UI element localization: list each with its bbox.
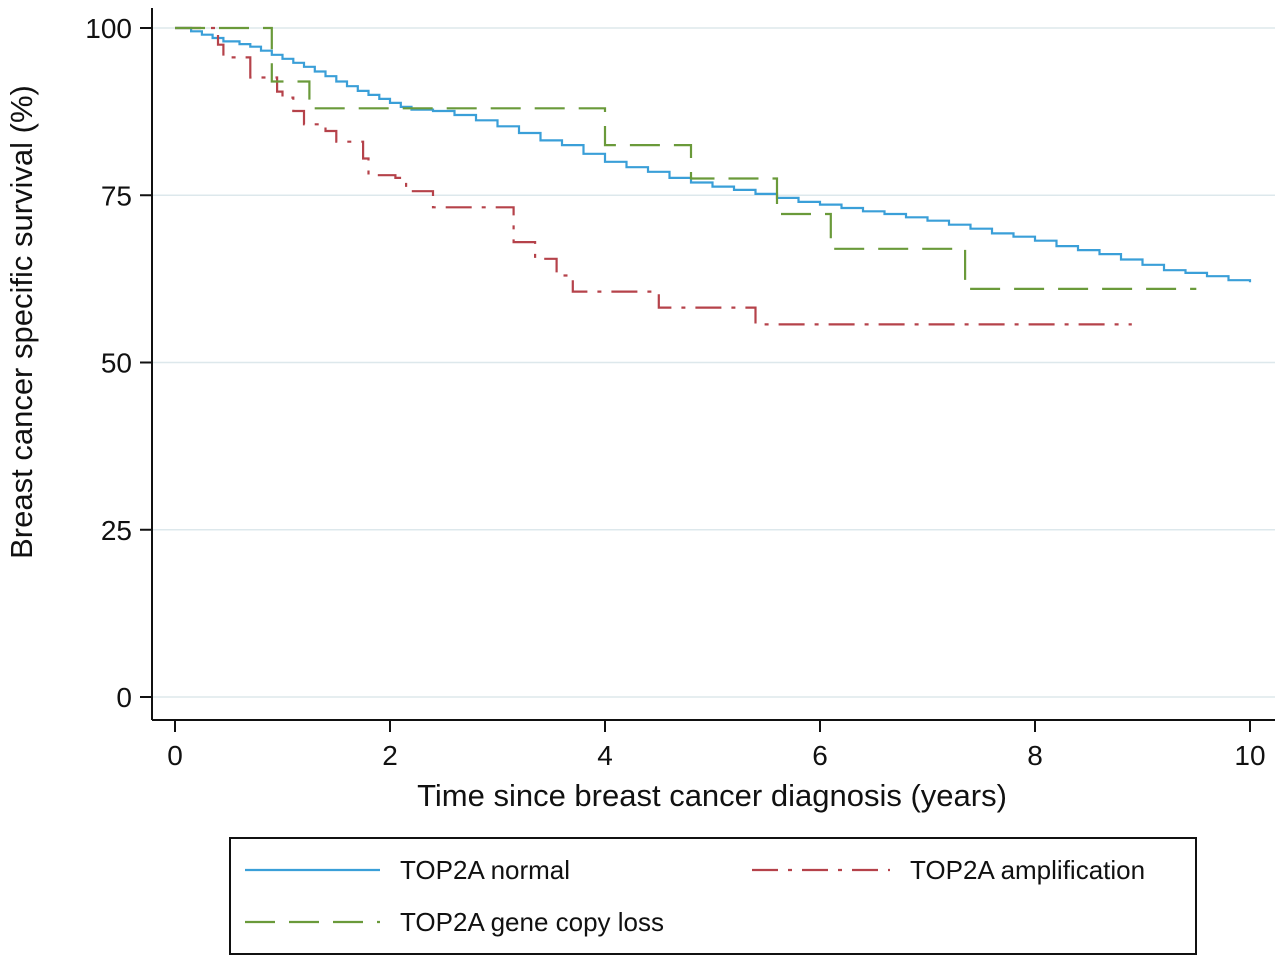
x-tick-label: 4 — [597, 740, 613, 771]
legend-label-0: TOP2A normal — [400, 855, 570, 885]
x-tick-label: 0 — [167, 740, 183, 771]
y-axis-title: Breast cancer specific survival (%) — [4, 85, 39, 559]
gridlines — [152, 27, 1275, 698]
series-line-1 — [175, 26, 1132, 326]
legend-box — [229, 837, 1197, 955]
legend: TOP2A normal TOP2A amplification TOP2A gen… — [229, 837, 1197, 955]
y-tick-label: 75 — [101, 180, 132, 211]
legend-label-2: TOP2A gene copy loss — [400, 907, 664, 937]
series-line-0 — [175, 26, 1252, 283]
y-tick-label: 0 — [116, 682, 132, 713]
x-tick-label: 8 — [1027, 740, 1043, 771]
y-tick-label: 25 — [101, 515, 132, 546]
y-tick-label: 100 — [85, 13, 132, 44]
x-axis-title: Time since breast cancer diagnosis (year… — [417, 778, 1007, 813]
y-tick-label: 50 — [101, 348, 132, 379]
x-tick-label: 6 — [812, 740, 828, 771]
x-tick-label: 2 — [382, 740, 398, 771]
x-tick-label: 10 — [1234, 740, 1265, 771]
ticks: 0 25 50 75 100 0 2 4 6 8 10 — [85, 13, 1265, 771]
legend-label-1: TOP2A amplification — [910, 855, 1145, 885]
axes — [151, 8, 1275, 721]
series-line-2 — [175, 26, 1197, 290]
series-layer — [175, 26, 1252, 326]
